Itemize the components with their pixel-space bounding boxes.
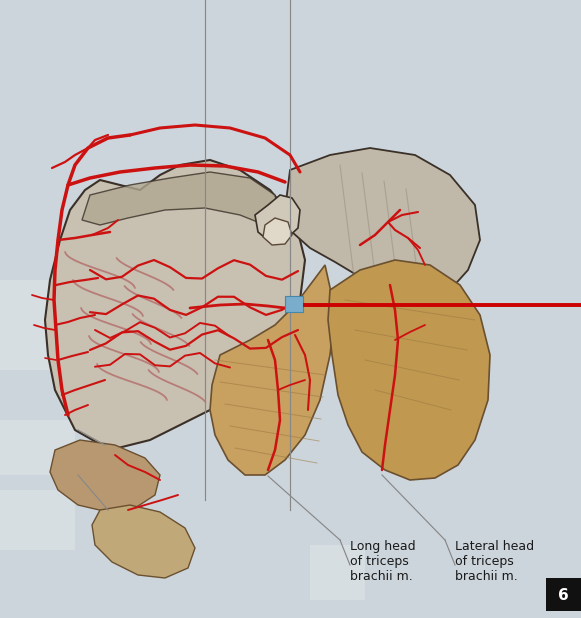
Bar (546, 578, 581, 611)
Polygon shape (285, 148, 480, 300)
Bar (0, 420, 75, 475)
Bar (285, 296, 303, 312)
Polygon shape (255, 195, 300, 242)
Bar (310, 545, 365, 600)
Text: 6: 6 (558, 588, 568, 603)
Bar (0, 490, 75, 550)
Polygon shape (50, 440, 160, 512)
Polygon shape (45, 160, 305, 450)
Polygon shape (210, 265, 335, 475)
Polygon shape (82, 172, 280, 225)
Polygon shape (92, 505, 195, 578)
Polygon shape (263, 218, 292, 245)
Text: Lateral head
of triceps
brachii m.: Lateral head of triceps brachii m. (455, 540, 534, 583)
Polygon shape (328, 260, 490, 480)
Text: Long head
of triceps
brachii m.: Long head of triceps brachii m. (350, 540, 415, 583)
Bar (0, 280, 75, 370)
